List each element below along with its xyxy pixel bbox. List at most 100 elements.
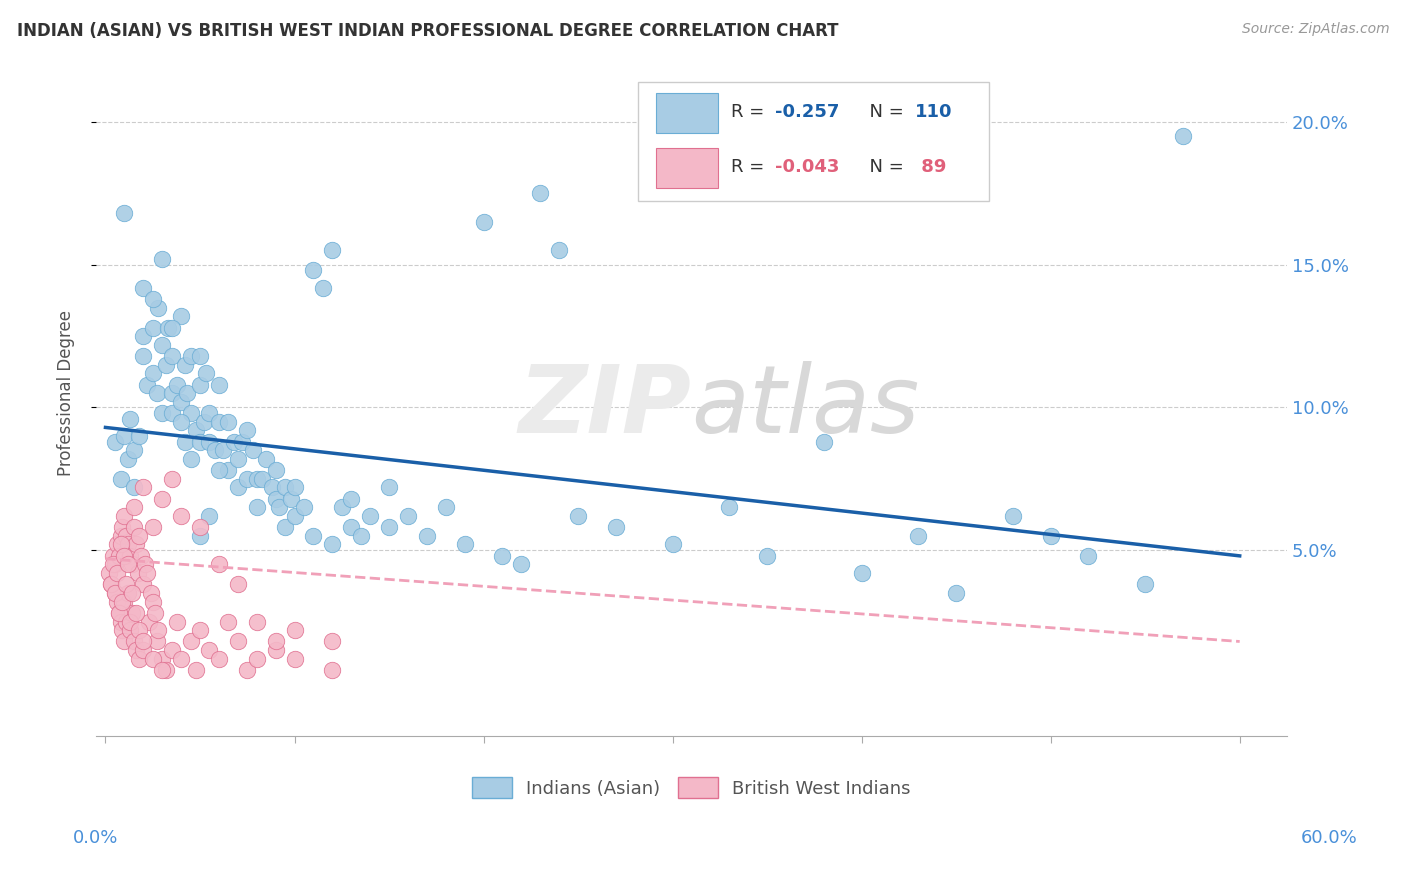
Text: -0.257: -0.257: [775, 103, 839, 121]
Point: [180, 451, 202, 466]
Point: [166, 615, 188, 629]
Point: [115, 577, 138, 591]
Point: [378, 520, 401, 534]
Point: [236, 472, 259, 486]
Point: [150, 491, 173, 506]
Point: [105, 537, 128, 551]
Point: [510, 558, 533, 572]
Point: [117, 586, 139, 600]
Point: [115, 529, 138, 543]
Point: [132, 480, 155, 494]
Point: [132, 577, 155, 591]
Point: [122, 443, 145, 458]
Point: [208, 463, 231, 477]
Point: [231, 434, 253, 449]
Point: [148, 301, 170, 315]
Point: [138, 615, 160, 629]
Point: [160, 386, 183, 401]
Point: [945, 586, 967, 600]
Point: [813, 434, 835, 449]
Point: [136, 377, 159, 392]
Point: [112, 549, 135, 563]
Point: [283, 508, 305, 523]
Text: N =: N =: [858, 158, 910, 176]
Point: [208, 651, 231, 665]
Point: [321, 244, 343, 258]
Point: [661, 537, 683, 551]
Text: 89: 89: [915, 158, 946, 176]
Point: [194, 366, 217, 380]
Point: [350, 529, 373, 543]
Point: [396, 508, 419, 523]
Point: [280, 491, 302, 506]
Point: [198, 434, 221, 449]
Point: [100, 577, 122, 591]
Point: [264, 634, 287, 648]
Point: [188, 434, 211, 449]
Point: [112, 508, 135, 523]
Point: [1133, 577, 1156, 591]
Point: [150, 651, 173, 665]
Point: [128, 651, 150, 665]
Point: [567, 508, 589, 523]
Point: [274, 480, 297, 494]
Point: [111, 520, 134, 534]
Point: [605, 520, 627, 534]
Point: [107, 606, 129, 620]
Y-axis label: Professional Degree: Professional Degree: [58, 310, 75, 476]
Text: atlas: atlas: [692, 361, 920, 452]
Point: [188, 520, 211, 534]
Point: [246, 500, 269, 515]
Point: [112, 634, 135, 648]
Point: [166, 377, 188, 392]
Point: [170, 415, 193, 429]
Point: [529, 186, 551, 201]
Point: [132, 643, 155, 657]
Point: [142, 366, 165, 380]
Point: [186, 663, 208, 677]
Point: [252, 472, 274, 486]
FancyBboxPatch shape: [638, 81, 990, 202]
Point: [118, 549, 141, 563]
Point: [226, 480, 249, 494]
Point: [139, 586, 162, 600]
Point: [1001, 508, 1024, 523]
Point: [188, 623, 211, 637]
Point: [188, 377, 211, 392]
Point: [173, 434, 195, 449]
Point: [226, 634, 249, 648]
Point: [193, 415, 215, 429]
Point: [112, 429, 135, 443]
Point: [142, 594, 165, 608]
Point: [274, 520, 297, 534]
Point: [756, 549, 779, 563]
Point: [208, 377, 231, 392]
Point: [122, 500, 145, 515]
Point: [246, 615, 269, 629]
Point: [434, 500, 457, 515]
Point: [264, 643, 287, 657]
Point: [160, 349, 183, 363]
Point: [340, 520, 363, 534]
Point: [242, 443, 264, 458]
Point: [330, 500, 353, 515]
Point: [150, 252, 173, 266]
Point: [264, 463, 287, 477]
Point: [101, 549, 124, 563]
Point: [180, 634, 202, 648]
Point: [100, 577, 122, 591]
Point: [110, 529, 132, 543]
Point: [188, 349, 211, 363]
Point: [142, 520, 165, 534]
Point: [222, 434, 245, 449]
Point: [118, 615, 141, 629]
Point: [132, 329, 155, 343]
Point: [155, 663, 177, 677]
Point: [125, 537, 148, 551]
Point: [180, 406, 202, 420]
Point: [302, 529, 325, 543]
Point: [170, 309, 193, 323]
Point: [156, 320, 179, 334]
Point: [160, 320, 183, 334]
FancyBboxPatch shape: [655, 148, 717, 187]
